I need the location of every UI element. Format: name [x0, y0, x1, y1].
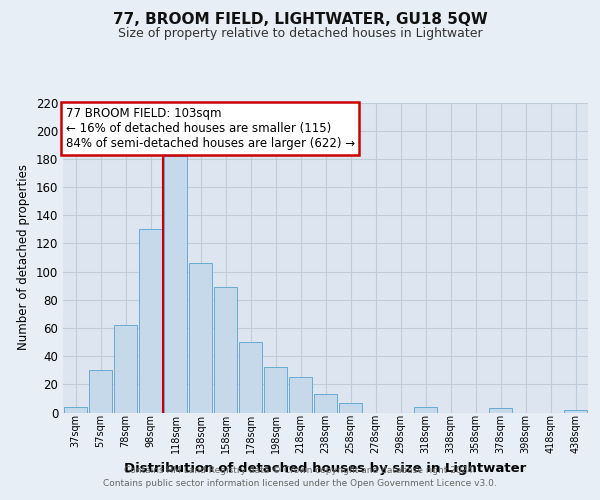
Bar: [189, 263, 212, 412]
Bar: [564, 410, 587, 412]
Text: 77, BROOM FIELD, LIGHTWATER, GU18 5QW: 77, BROOM FIELD, LIGHTWATER, GU18 5QW: [113, 12, 487, 28]
Bar: [164, 156, 187, 412]
Bar: [489, 408, 512, 412]
Text: 77 BROOM FIELD: 103sqm
← 16% of detached houses are smaller (115)
84% of semi-de: 77 BROOM FIELD: 103sqm ← 16% of detached…: [65, 107, 355, 150]
Y-axis label: Number of detached properties: Number of detached properties: [17, 164, 30, 350]
Bar: [214, 287, 237, 412]
Bar: [314, 394, 337, 412]
Bar: [139, 230, 162, 412]
Bar: [114, 325, 137, 412]
Bar: [264, 368, 287, 412]
Bar: [239, 342, 262, 412]
Bar: [89, 370, 112, 412]
Text: Contains HM Land Registry data © Crown copyright and database right 2024.: Contains HM Land Registry data © Crown c…: [124, 466, 476, 475]
X-axis label: Distribution of detached houses by size in Lightwater: Distribution of detached houses by size …: [124, 462, 527, 474]
Bar: [64, 407, 87, 412]
Text: Size of property relative to detached houses in Lightwater: Size of property relative to detached ho…: [118, 28, 482, 40]
Bar: [339, 402, 362, 412]
Bar: [289, 378, 312, 412]
Bar: [414, 407, 437, 412]
Text: Contains public sector information licensed under the Open Government Licence v3: Contains public sector information licen…: [103, 478, 497, 488]
